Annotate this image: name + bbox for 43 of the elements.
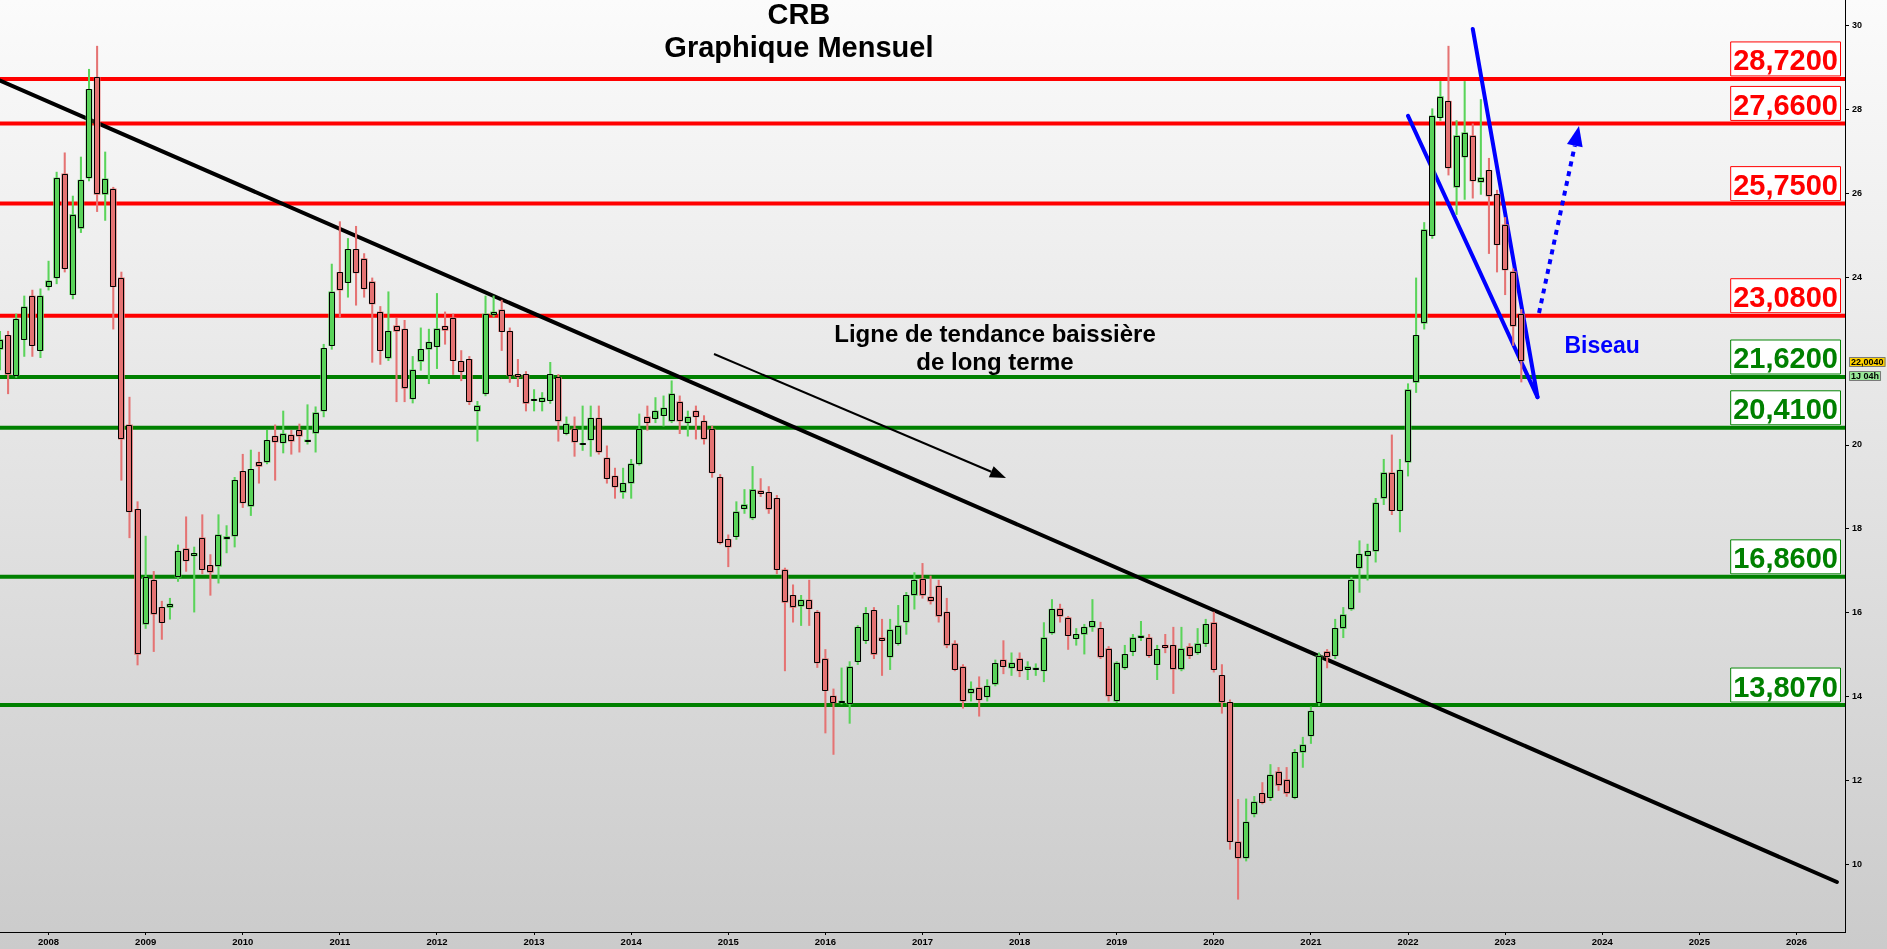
- x-tick-label: 2023: [1494, 936, 1516, 948]
- y-tick-label: 28: [1852, 103, 1863, 114]
- x-tick-label: 2018: [1009, 936, 1031, 948]
- x-tick-label: 2012: [426, 936, 448, 948]
- y-tick-label: 18: [1852, 523, 1863, 534]
- chart-title: CRB: [767, 0, 831, 30]
- x-tick-label: 2024: [1591, 936, 1614, 948]
- annotation: Ligne de tendance baissière de long terme: [834, 319, 1156, 375]
- ref-line-label: 16,8600: [1733, 542, 1838, 575]
- ref-line-label: 27,6600: [1733, 88, 1838, 121]
- y-tick-label: 10: [1852, 859, 1863, 870]
- text: 22,0040: [1851, 356, 1884, 367]
- x-tick-label: 2017: [911, 936, 934, 948]
- y-tick-label: 20: [1852, 439, 1863, 450]
- text: 1J 04h: [1851, 370, 1880, 381]
- text: Graphique Mensuel: [664, 31, 934, 63]
- x-tick-label: 2026: [1785, 936, 1808, 948]
- x-tick-label: 2020: [1203, 936, 1225, 948]
- x-tick-label: 2016: [814, 936, 836, 948]
- x-tick-label: 2015: [717, 936, 740, 948]
- ref-line-label: 13,8070: [1733, 670, 1838, 703]
- x-tick-label: 2025: [1688, 936, 1711, 948]
- series-label: Biseau: [1564, 332, 1640, 359]
- x-tick-label: 2009: [135, 936, 157, 948]
- ref-line-label: 28,7200: [1733, 44, 1838, 77]
- ref-line-label: 23,0800: [1733, 281, 1838, 314]
- x-tick-label: 2019: [1106, 936, 1128, 948]
- y-tick-label: 12: [1852, 775, 1863, 786]
- y-tick-label: 14: [1852, 691, 1863, 702]
- y-tick-label: 16: [1852, 607, 1863, 618]
- x-tick-label: 2014: [620, 936, 643, 948]
- x-tick-label: 2011: [329, 936, 351, 948]
- x-tick-label: 2021: [1300, 936, 1323, 948]
- ref-line-label: 21,6200: [1733, 342, 1838, 375]
- x-tick-label: 2010: [232, 936, 254, 948]
- x-tick-label: 2022: [1397, 936, 1419, 948]
- x-tick-label: 2013: [523, 936, 545, 948]
- y-tick-label: 26: [1852, 187, 1863, 198]
- y-tick-label: 24: [1852, 271, 1863, 282]
- ref-line-label: 25,7500: [1733, 169, 1838, 202]
- y-tick-label: 30: [1852, 19, 1863, 30]
- x-tick-label: 2008: [37, 936, 60, 948]
- ref-line-label: 20,4100: [1733, 393, 1838, 426]
